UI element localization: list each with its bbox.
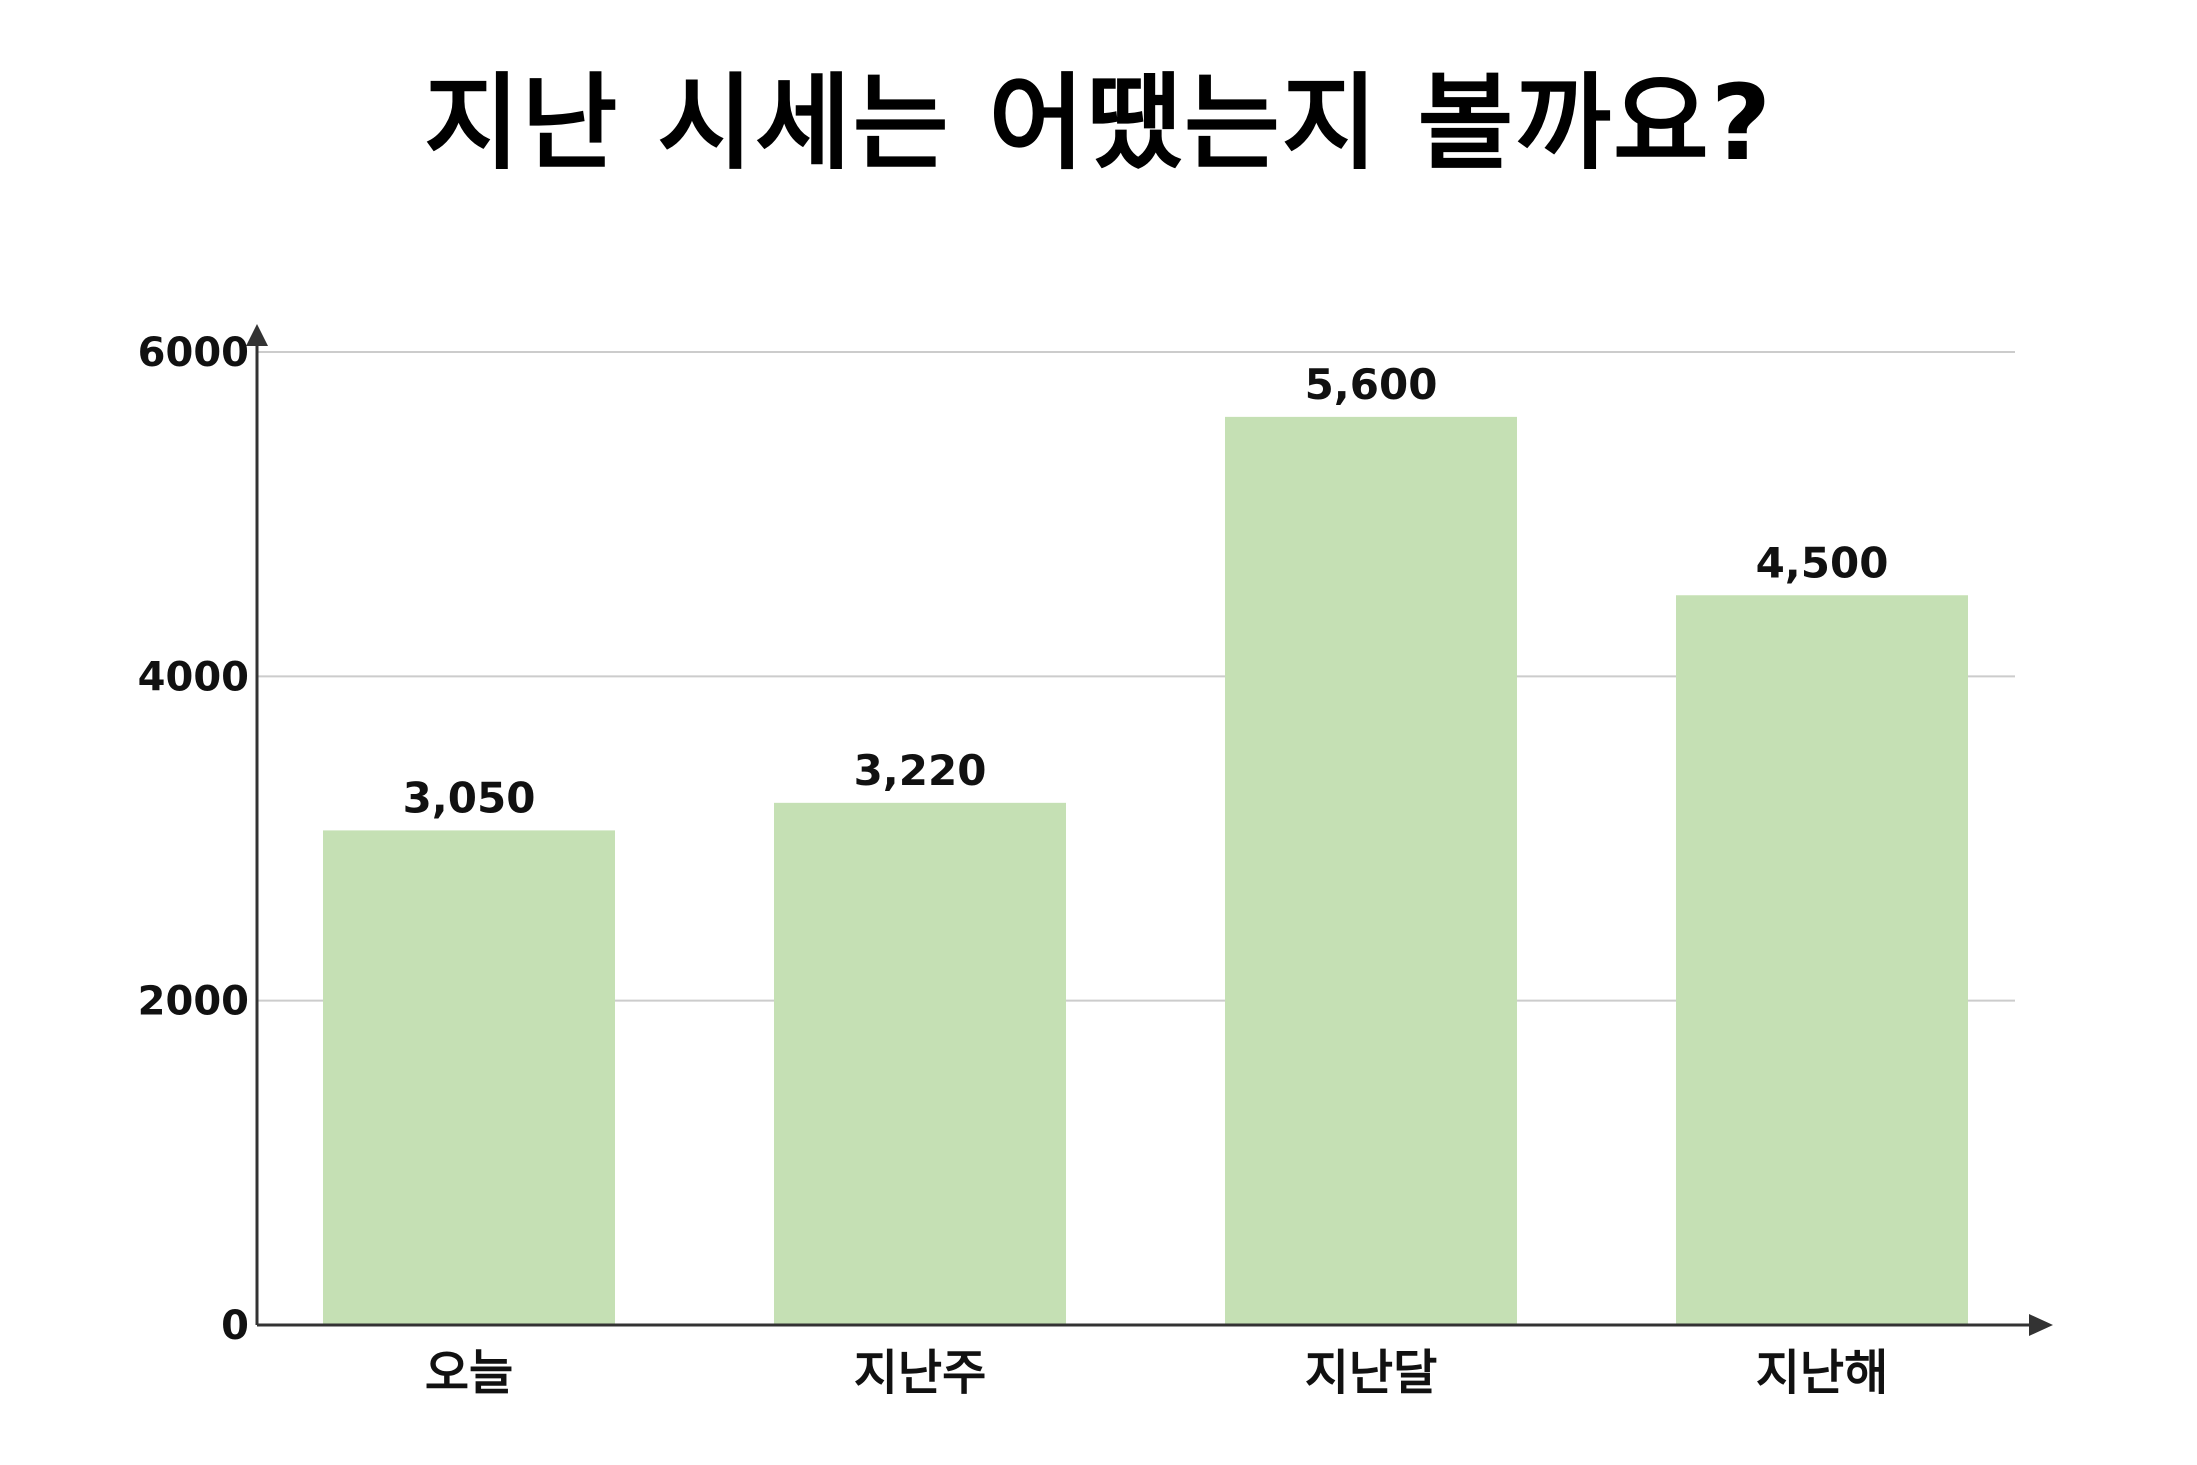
x-category-label: 지난해 (1756, 1345, 1888, 1401)
bar-value-label: 3,050 (403, 773, 536, 822)
y-tick-label: 6000 (138, 330, 249, 376)
axes (246, 324, 2053, 1336)
x-axis-arrow-icon (2029, 1314, 2053, 1336)
chart-title: 지난 시세는 어땠는지 볼까요? (423, 62, 1774, 184)
labels: 0 2000 4000 6000 3,050 오늘 3,220 지난주 5,600 지난달 4,50… (138, 330, 1889, 1401)
x-category-label: 지난달 (1305, 1345, 1437, 1401)
x-category-label: 오늘 (425, 1345, 513, 1401)
bar (774, 802, 1066, 1325)
bars (323, 416, 1968, 1325)
y-axis-arrow-icon (246, 324, 268, 346)
x-category-label: 지난주 (854, 1345, 986, 1401)
bar (1225, 416, 1517, 1325)
y-tick-label: 2000 (138, 979, 249, 1025)
bar (323, 830, 615, 1325)
y-tick-label: 4000 (138, 654, 249, 700)
bar (1676, 595, 1968, 1325)
bar-value-label: 3,220 (854, 746, 987, 795)
y-tick-label: 0 (221, 1303, 249, 1349)
bar-value-label: 5,600 (1305, 360, 1438, 409)
bar-value-label: 4,500 (1756, 538, 1889, 587)
